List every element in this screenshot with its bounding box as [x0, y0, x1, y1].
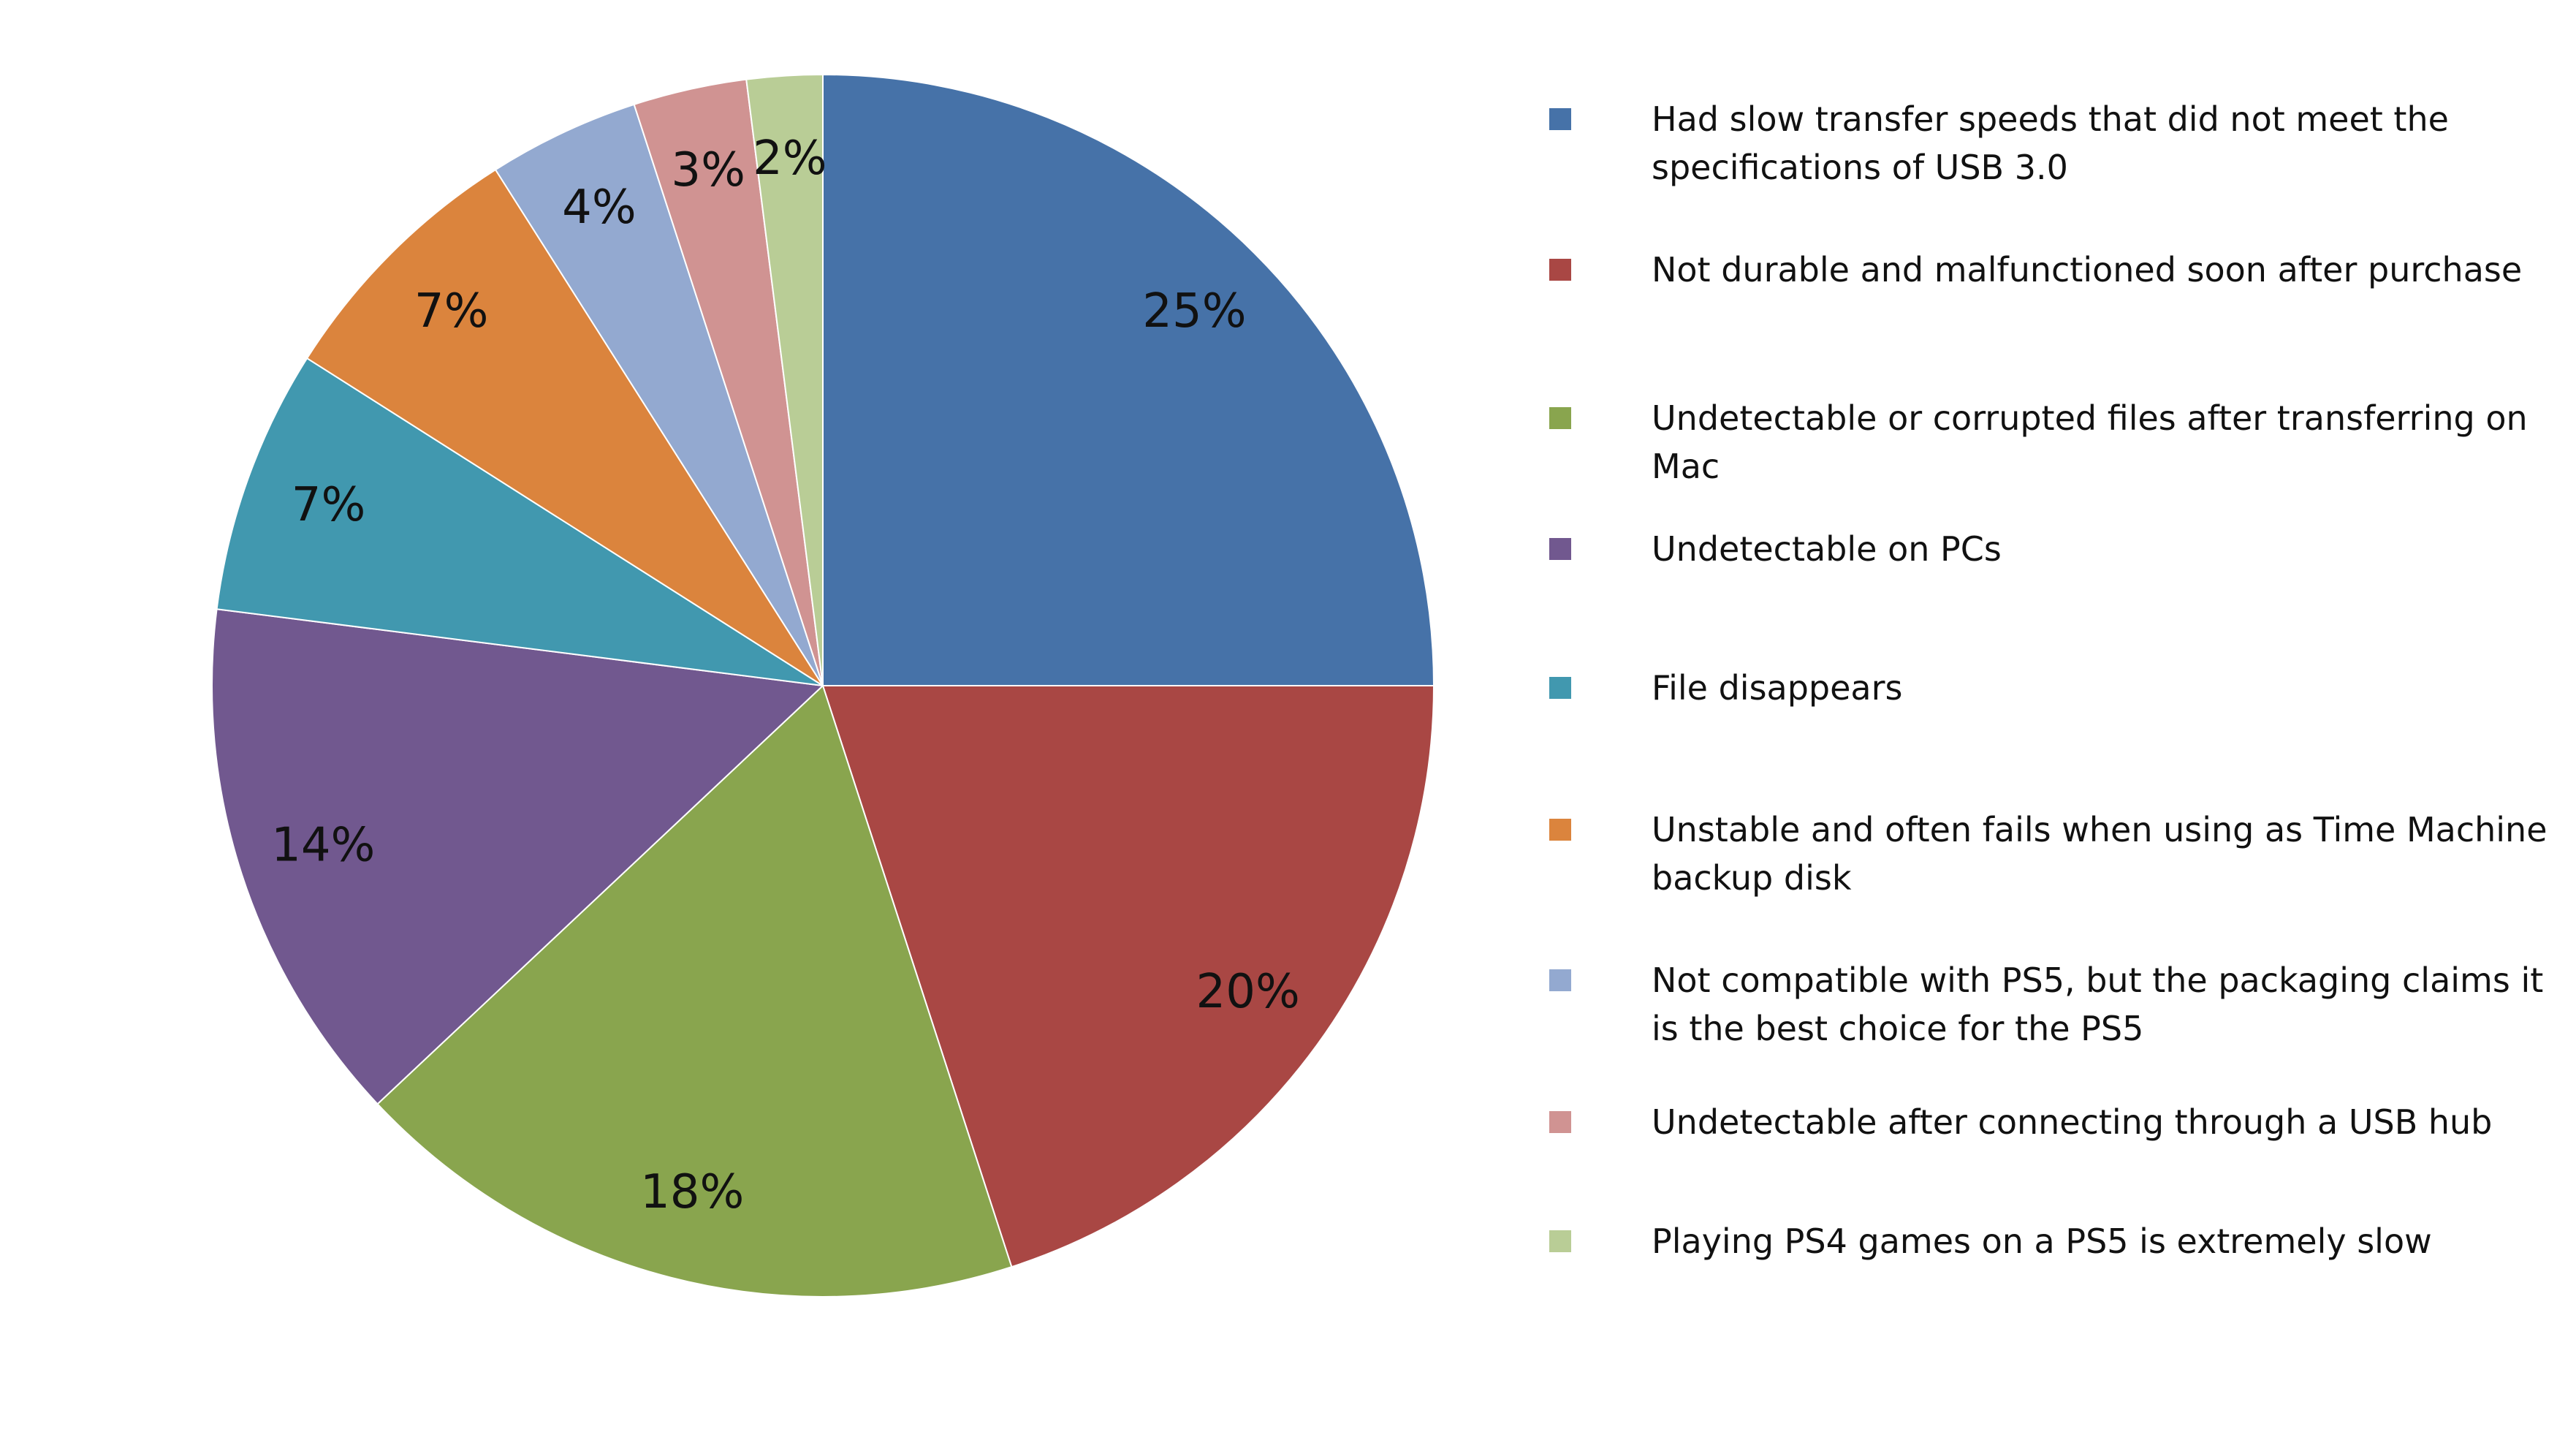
data-label: 7%: [414, 284, 489, 338]
legend-item: Undetectable after connecting through a …: [1549, 1098, 2558, 1146]
legend-swatch: [1549, 538, 1571, 560]
legend-item: Had slow transfer speeds that did not me…: [1549, 95, 2558, 192]
legend-item: Not compatible with PS5, but the packagi…: [1549, 956, 2558, 1053]
legend-label: Not compatible with PS5, but the packagi…: [1652, 961, 2544, 1048]
legend-label: Had slow transfer speeds that did not me…: [1652, 99, 2449, 187]
pie-slice: [494, 103, 824, 686]
legend-label: Unstable and often fails when using as T…: [1652, 810, 2547, 898]
data-label: 25%: [1142, 284, 1246, 338]
legend-swatch: [1549, 677, 1571, 699]
data-label: 18%: [640, 1165, 744, 1219]
pie-slice: [305, 168, 824, 686]
data-label: 2%: [753, 132, 827, 186]
legend-item: File disappears: [1549, 664, 2558, 712]
data-label: 14%: [271, 819, 375, 873]
legend-swatch: [1549, 819, 1571, 841]
legend-label: Playing PS4 games on a PS5 is extremely …: [1652, 1222, 2432, 1261]
legend-item: Not durable and malfunctioned soon after…: [1549, 246, 2558, 294]
data-label: 3%: [671, 143, 745, 197]
legend-label: File disappears: [1652, 668, 1903, 708]
legend-label: Undetectable after connecting through a …: [1652, 1102, 2493, 1142]
legend-item: Unstable and often fails when using as T…: [1549, 806, 2558, 902]
legend-swatch: [1549, 259, 1571, 281]
pie-slice: [821, 685, 1435, 1268]
pie-slice: [216, 357, 824, 686]
legend-item: Undetectable or corrupted files after tr…: [1549, 394, 2558, 491]
data-label: 20%: [1196, 965, 1300, 1019]
pie-slice: [376, 684, 1013, 1298]
legend-swatch: [1549, 407, 1571, 429]
legend-swatch: [1549, 1111, 1571, 1133]
legend-item: Undetectable on PCs: [1549, 525, 2558, 573]
legend-swatch: [1549, 1230, 1571, 1252]
legend-swatch: [1549, 969, 1571, 991]
legend-label: Not durable and malfunctioned soon after…: [1652, 250, 2523, 289]
data-label: 7%: [292, 478, 366, 532]
pie-slice: [822, 73, 1435, 686]
legend-item: Playing PS4 games on a PS5 is extremely …: [1549, 1217, 2558, 1265]
legend-label: Undetectable or corrupted files after tr…: [1652, 398, 2528, 486]
pie-slice: [211, 608, 825, 1105]
data-label: 4%: [562, 181, 637, 235]
legend-label: Undetectable on PCs: [1652, 529, 2002, 569]
pie-slice: [745, 73, 824, 686]
legend-swatch: [1549, 108, 1571, 130]
